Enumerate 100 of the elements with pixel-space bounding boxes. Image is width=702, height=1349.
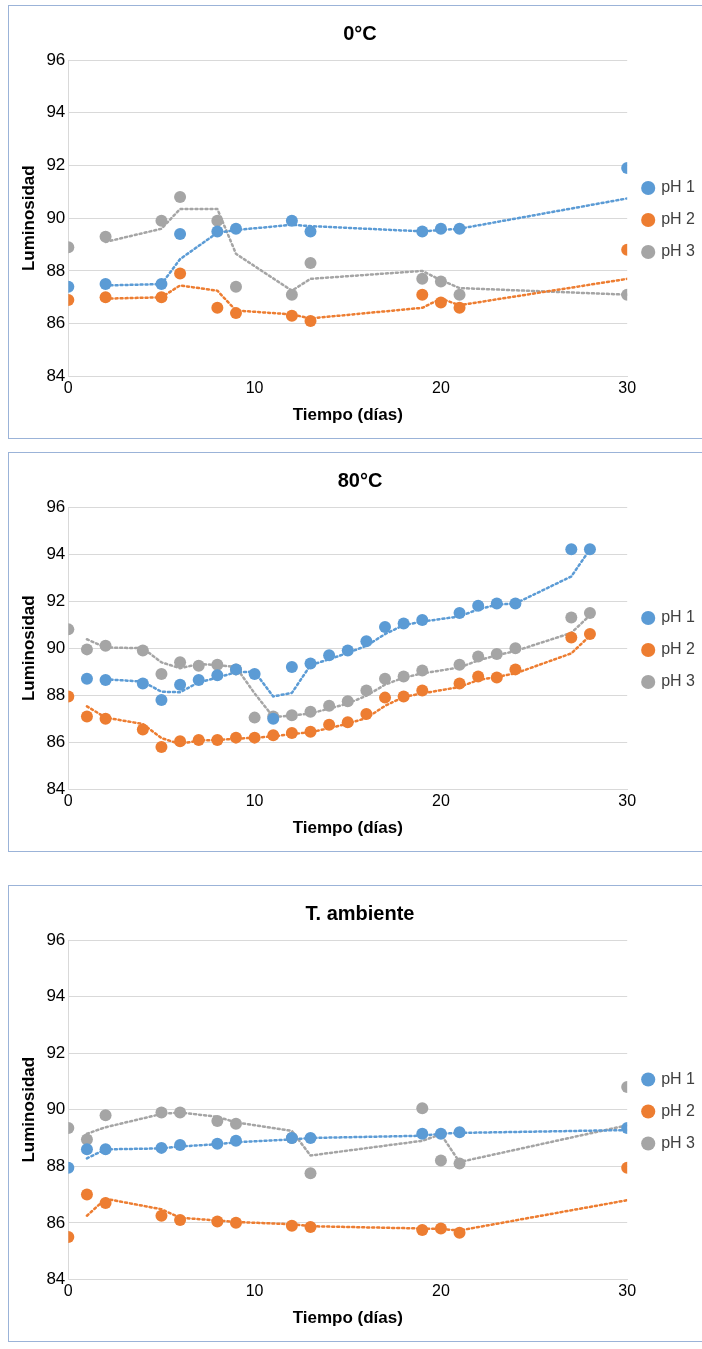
- point: [434, 1154, 447, 1167]
- point: [416, 684, 429, 697]
- point: [285, 661, 298, 674]
- y-tick-label: 88: [46, 684, 66, 704]
- point: [174, 267, 187, 280]
- point: [453, 658, 466, 671]
- point: [267, 729, 280, 742]
- point: [453, 288, 466, 301]
- point: [323, 699, 336, 712]
- point: [434, 275, 447, 288]
- point: [453, 1126, 466, 1139]
- point: [174, 1139, 187, 1152]
- point: [416, 288, 429, 301]
- legend-label: pH 3: [661, 1133, 696, 1151]
- point: [490, 648, 503, 661]
- y-tick-label: 88: [46, 1155, 66, 1175]
- point: [174, 735, 187, 748]
- point: [99, 278, 112, 291]
- point: [192, 659, 205, 672]
- point: [304, 705, 317, 718]
- legend-label: pH 3: [661, 242, 696, 260]
- point: [453, 606, 466, 619]
- point: [490, 671, 503, 684]
- point: [434, 1222, 447, 1235]
- point: [174, 1214, 187, 1227]
- point: [453, 301, 466, 314]
- point: [248, 668, 261, 681]
- x-tick-label: 20: [432, 792, 450, 810]
- point: [80, 1133, 93, 1146]
- x-tick-label: 0: [63, 379, 73, 397]
- point: [416, 225, 429, 238]
- point: [323, 718, 336, 731]
- point: [80, 672, 93, 685]
- y-tick-label: 96: [46, 49, 66, 69]
- point: [565, 631, 578, 644]
- point: [416, 664, 429, 677]
- point: [341, 695, 354, 708]
- x-axis-title: Tiempo (días): [292, 1308, 403, 1328]
- point: [229, 1216, 242, 1229]
- legend-label: pH 3: [661, 672, 696, 690]
- point: [379, 691, 392, 704]
- point: [80, 710, 93, 723]
- point: [80, 1143, 93, 1156]
- point: [453, 1226, 466, 1239]
- point: [416, 613, 429, 626]
- x-tick-label: 10: [245, 379, 264, 397]
- point: [285, 1219, 298, 1232]
- legend-label: pH 2: [661, 1101, 696, 1119]
- y-axis-title: Luminosidad: [18, 165, 38, 272]
- point: [211, 301, 224, 314]
- point: [416, 272, 429, 285]
- y-tick-label: 90: [46, 207, 66, 227]
- point: [99, 230, 112, 243]
- point: [285, 709, 298, 722]
- point: [211, 1137, 224, 1150]
- point: [174, 656, 187, 669]
- point: [304, 225, 317, 238]
- chart-title: 0°C: [343, 21, 377, 44]
- y-tick-label: 86: [46, 313, 66, 333]
- point: [565, 611, 578, 624]
- point: [416, 1127, 429, 1140]
- legend-label: pH 2: [661, 640, 696, 658]
- point: [323, 649, 336, 662]
- y-tick-label: 92: [46, 1042, 66, 1062]
- point: [304, 1221, 317, 1234]
- x-axis-title: Tiempo (días): [292, 818, 403, 838]
- point: [136, 723, 149, 736]
- point: [341, 644, 354, 657]
- point: [99, 712, 112, 725]
- point: [155, 1106, 168, 1119]
- y-tick-label: 92: [46, 590, 66, 610]
- point: [583, 606, 596, 619]
- point: [211, 1215, 224, 1228]
- point: [453, 677, 466, 690]
- point: [341, 716, 354, 729]
- point: [565, 543, 578, 556]
- x-tick-label: 10: [245, 792, 264, 810]
- point: [174, 228, 187, 241]
- point: [472, 670, 485, 683]
- point: [192, 733, 205, 746]
- point: [360, 684, 373, 697]
- point: [155, 278, 168, 291]
- point: [99, 639, 112, 652]
- point: [229, 280, 242, 293]
- point: [285, 214, 298, 227]
- y-tick-label: 86: [46, 732, 66, 752]
- point: [99, 291, 112, 304]
- point: [397, 670, 410, 683]
- point: [453, 222, 466, 235]
- legend-label: pH 1: [661, 178, 696, 196]
- point: [229, 222, 242, 235]
- point: [248, 711, 261, 724]
- point: [211, 225, 224, 238]
- point: [155, 214, 168, 227]
- y-tick-label: 92: [46, 155, 66, 175]
- point: [304, 657, 317, 670]
- point: [285, 309, 298, 322]
- point: [509, 642, 522, 655]
- point: [304, 257, 317, 270]
- point: [211, 1115, 224, 1128]
